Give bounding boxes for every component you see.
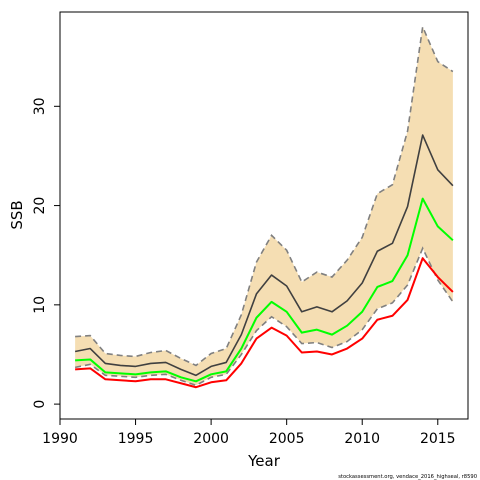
y-tick-label: 30 — [32, 97, 48, 115]
plot-layer — [74, 23, 454, 389]
x-tick-label: 2015 — [420, 431, 456, 447]
x-tick-label: 2010 — [344, 431, 380, 447]
credit-text: stockassessment.org, vendace_2016_highse… — [338, 474, 477, 480]
series-red-line — [75, 257, 454, 389]
y-axis: 0 10 20 30 — [32, 97, 60, 409]
series-dark-line — [74, 134, 454, 377]
x-tick-label: 2005 — [269, 431, 305, 447]
y-tick-label: 20 — [32, 197, 48, 215]
band-lower-line — [74, 246, 454, 387]
confidence-band — [75, 26, 453, 386]
y-tick-label: 10 — [32, 296, 48, 314]
x-axis-label: Year — [247, 452, 281, 470]
plot-frame — [59, 11, 469, 420]
x-tick-label: 1995 — [118, 431, 154, 447]
y-tick-label: 0 — [32, 400, 48, 409]
x-tick-label: 2000 — [193, 431, 229, 447]
y-axis-label: SSB — [8, 200, 26, 229]
band-upper-line — [75, 23, 454, 367]
x-tick-label: 1990 — [42, 431, 78, 447]
series-green-line — [75, 197, 454, 383]
x-axis: 1990 1995 2000 2005 2010 2015 — [42, 419, 456, 447]
